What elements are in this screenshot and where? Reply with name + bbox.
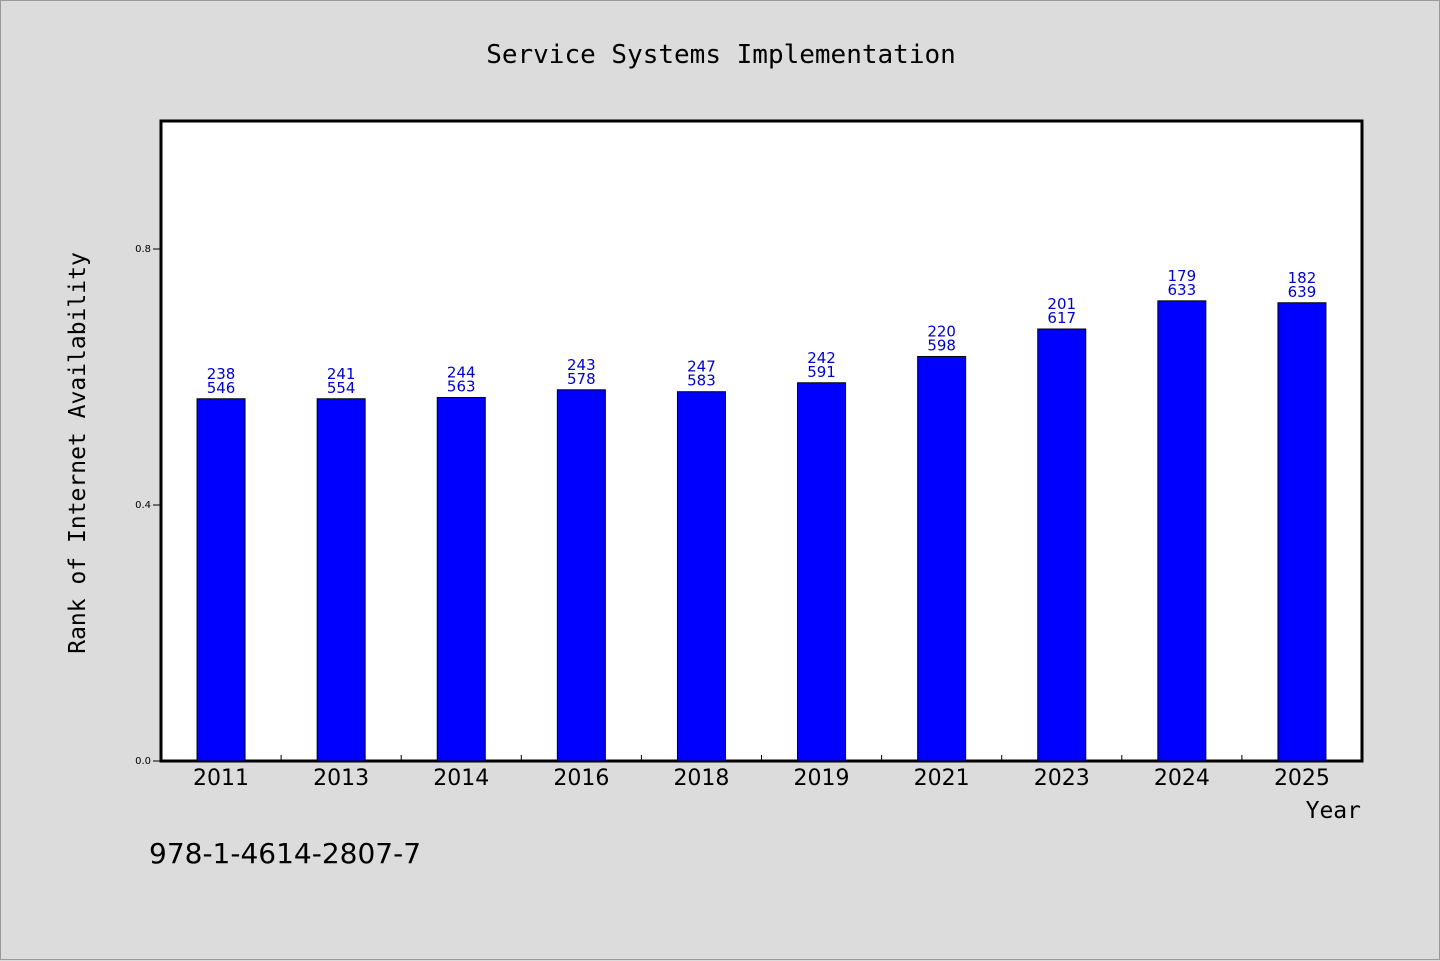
x-tick-label-2025: 2025 [1274,766,1330,791]
y-tick-label-2: 0.8 [135,244,151,255]
bar-label-top-2018: 247 [687,358,716,376]
bar-label-bottom-2011: 546 [207,379,236,397]
x-tick-label-2013: 2013 [313,766,369,791]
y-tick-label-0: 0.0 [135,756,151,767]
bar-label-top-2016: 243 [567,356,596,374]
x-tick-label-2018: 2018 [673,766,729,791]
y-axis-ticks: 0.0 0.4 0.8 [135,244,161,767]
x-tick-label-2023: 2023 [1034,766,1090,791]
bar-label-bottom-2013: 554 [327,379,356,397]
bar-label-bottom-2019: 591 [807,363,836,381]
chart-title: Service Systems Implementation [486,40,956,70]
x-tick-label-2014: 2014 [433,766,489,791]
bar-2024 [1157,300,1207,762]
bar-label-bottom-2024: 633 [1168,281,1197,299]
bars-group [196,300,1327,762]
bar-2019 [797,382,847,762]
y-tick-label-1: 0.4 [135,500,151,511]
y-axis-label: Rank of Internet Availability [65,252,91,654]
bar-2023 [1037,328,1087,762]
bar-label-bottom-2023: 617 [1047,309,1076,327]
bar-label-bottom-2025: 639 [1288,283,1317,301]
bar-2018 [676,391,726,762]
bar-label-top-2024: 179 [1168,267,1197,285]
bar-label-bottom-2014: 563 [447,377,476,395]
bar-label-top-2014: 244 [447,363,476,381]
x-tick-label-2019: 2019 [794,766,850,791]
bar-2025 [1277,302,1327,762]
x-tick-label-2011: 2011 [193,766,249,791]
bar-label-top-2011: 238 [207,365,236,383]
bar-label-bottom-2021: 598 [927,337,956,355]
bar-label-top-2021: 220 [927,323,956,341]
bar-label-top-2025: 182 [1288,269,1317,287]
bar-2016 [556,389,606,762]
bar-label-bottom-2018: 583 [687,372,716,390]
bar-label-bottom-2016: 578 [567,370,596,388]
x-tick-label-2021: 2021 [914,766,970,791]
x-tick-label-2024: 2024 [1154,766,1210,791]
x-axis-label: Year [1306,798,1361,824]
isbn-text: 978-1-4614-2807-7 [149,837,421,870]
bar-2021 [917,356,967,762]
bar-label-top-2013: 241 [327,365,356,383]
bar-label-top-2023: 201 [1047,295,1076,313]
bar-2013 [316,398,366,762]
x-axis-ticks: 2011 2013 2014 2016 2018 2019 2021 2023 2024 2025 [193,755,1330,791]
bar-2014 [436,396,486,762]
bar-label-top-2019: 242 [807,349,836,367]
bar-2011 [196,398,246,762]
x-tick-label-2016: 2016 [553,766,609,791]
